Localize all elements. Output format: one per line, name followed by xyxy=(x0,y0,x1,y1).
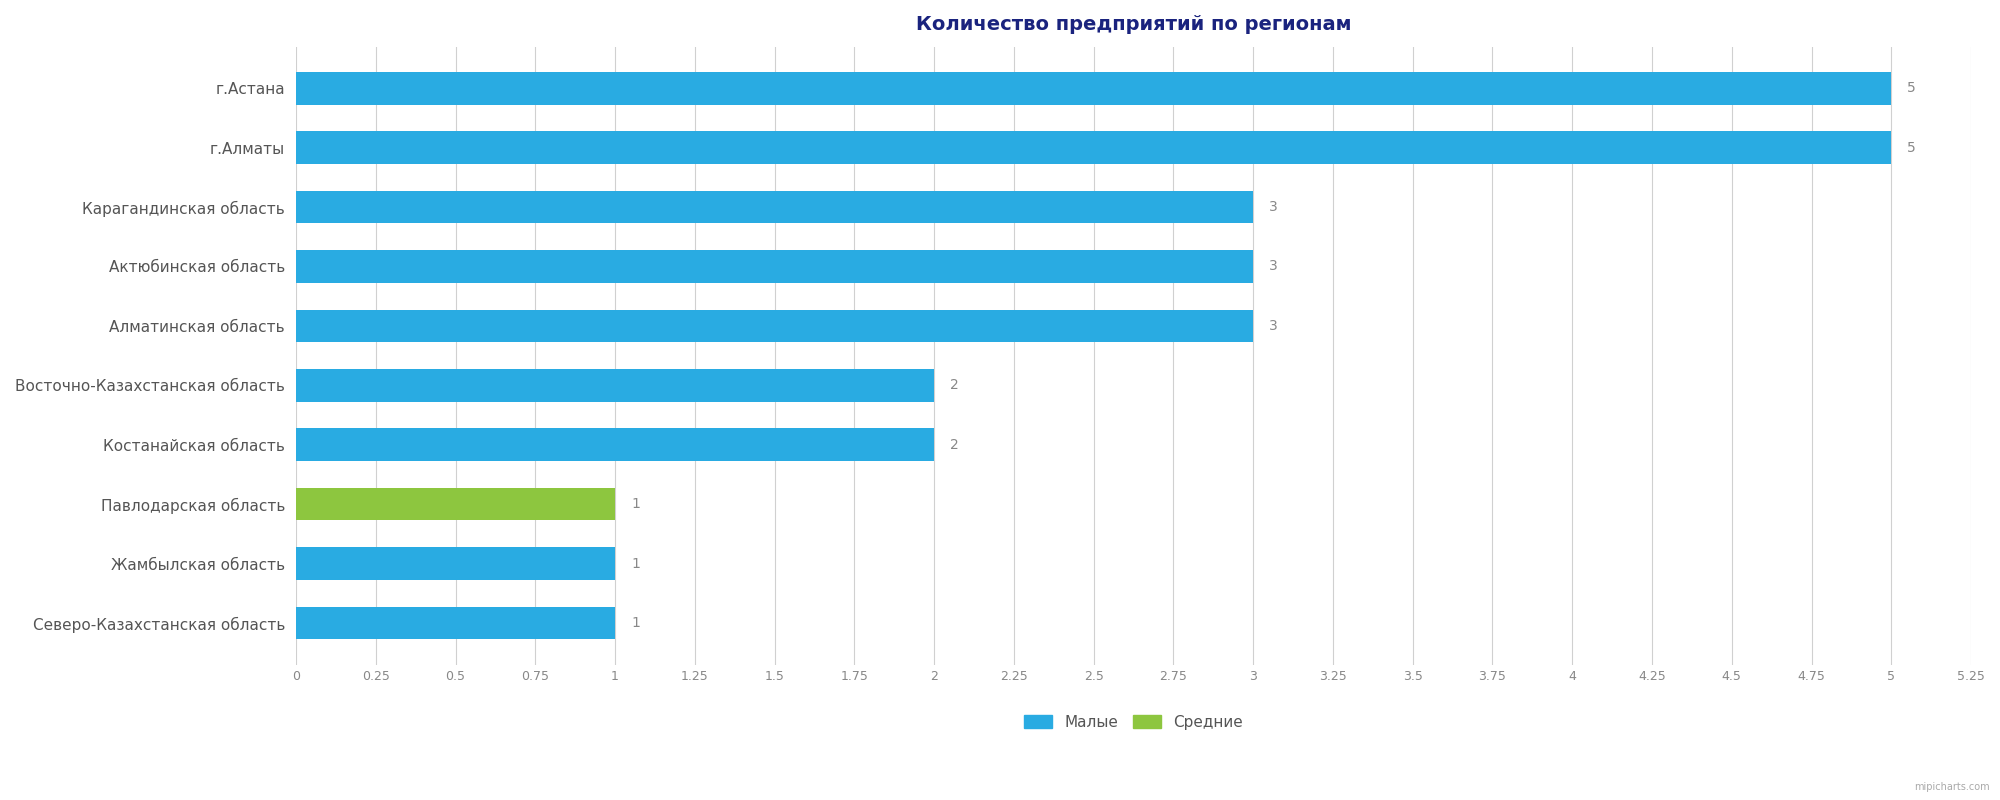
Legend: Малые, Средние: Малые, Средние xyxy=(1016,707,1250,738)
Bar xyxy=(296,310,1254,342)
Text: 3: 3 xyxy=(1270,259,1278,274)
Text: 1: 1 xyxy=(632,497,640,511)
Title: Количество предприятий по регионам: Количество предприятий по регионам xyxy=(916,15,1352,34)
Bar xyxy=(296,190,1254,223)
Text: 1: 1 xyxy=(632,557,640,570)
Bar xyxy=(296,369,934,402)
Bar xyxy=(296,547,616,580)
Bar xyxy=(296,428,934,461)
Bar xyxy=(296,131,1892,164)
Bar xyxy=(296,488,616,521)
Text: 3: 3 xyxy=(1270,200,1278,214)
Bar xyxy=(296,606,616,639)
Bar xyxy=(296,250,1254,283)
Text: 5: 5 xyxy=(1908,141,1916,154)
Text: 2: 2 xyxy=(950,378,958,392)
Text: mipicharts.com: mipicharts.com xyxy=(1914,782,1990,792)
Text: 5: 5 xyxy=(1908,82,1916,95)
Text: 2: 2 xyxy=(950,438,958,452)
Text: 3: 3 xyxy=(1270,319,1278,333)
Bar xyxy=(296,72,1892,105)
Text: 1: 1 xyxy=(632,616,640,630)
